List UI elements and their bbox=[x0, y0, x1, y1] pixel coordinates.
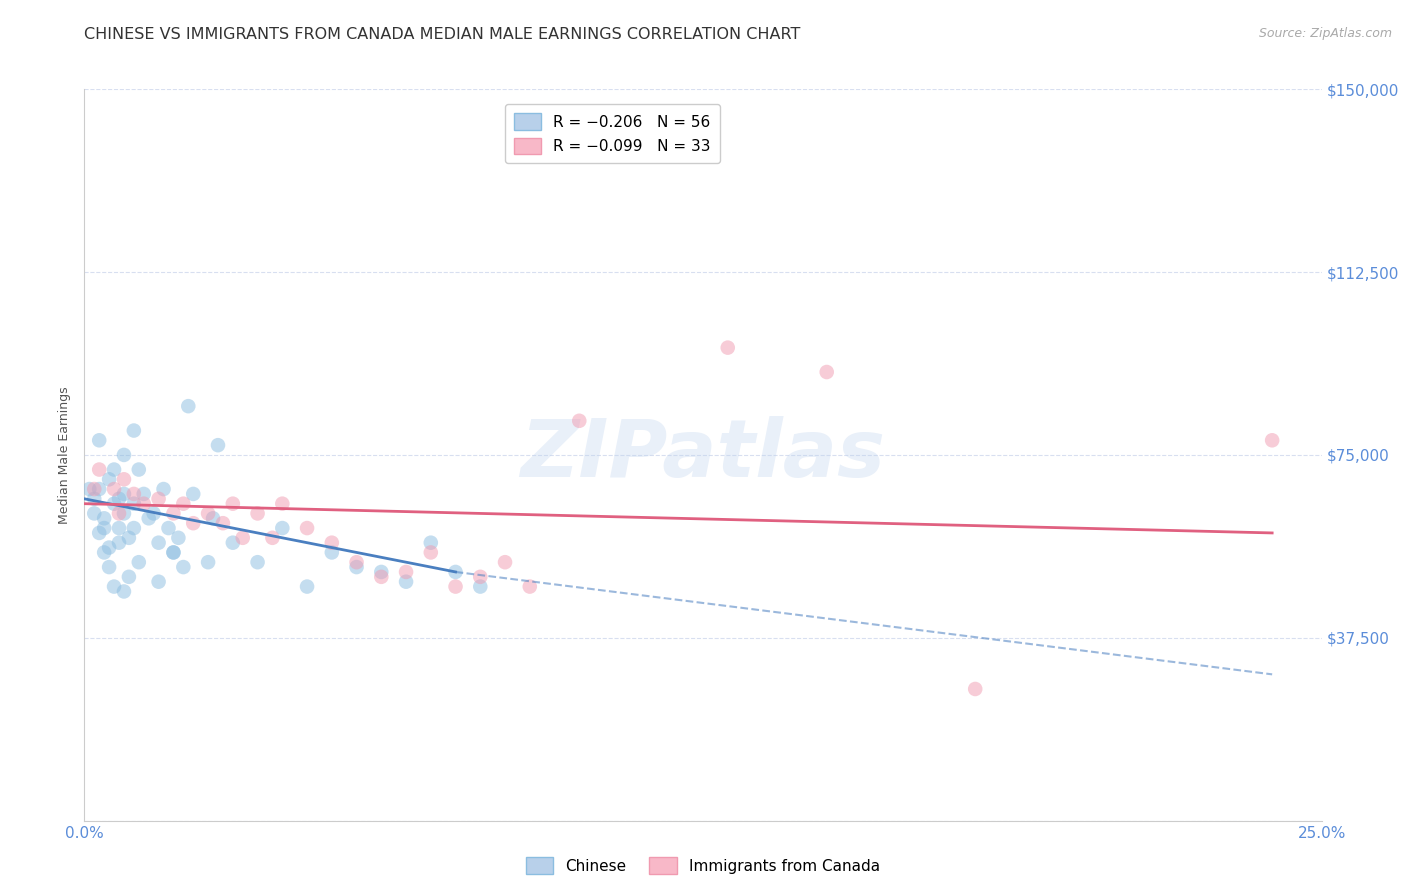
Point bbox=[444, 565, 467, 579]
Point bbox=[395, 565, 418, 579]
Point bbox=[128, 462, 150, 476]
Point bbox=[103, 482, 125, 496]
Legend: R = −0.206   N = 56, R = −0.099   N = 33: R = −0.206 N = 56, R = −0.099 N = 33 bbox=[505, 104, 720, 163]
Point bbox=[98, 472, 121, 486]
Point bbox=[89, 482, 111, 496]
Point bbox=[122, 521, 145, 535]
Point bbox=[98, 541, 121, 555]
Point bbox=[128, 555, 150, 569]
Point bbox=[122, 487, 145, 501]
Point bbox=[172, 560, 194, 574]
Point bbox=[444, 580, 467, 594]
Point bbox=[419, 545, 441, 559]
Point bbox=[162, 545, 184, 559]
Point bbox=[246, 555, 269, 569]
Point bbox=[142, 507, 165, 521]
Point bbox=[167, 531, 190, 545]
Point bbox=[197, 555, 219, 569]
Point bbox=[112, 472, 135, 486]
Point bbox=[202, 511, 225, 525]
Point bbox=[152, 482, 174, 496]
Text: Source: ZipAtlas.com: Source: ZipAtlas.com bbox=[1258, 27, 1392, 40]
Point bbox=[321, 545, 343, 559]
Point bbox=[83, 491, 105, 506]
Legend: Chinese, Immigrants from Canada: Chinese, Immigrants from Canada bbox=[520, 851, 886, 880]
Point bbox=[232, 531, 254, 545]
Point bbox=[108, 521, 131, 535]
Point bbox=[118, 531, 141, 545]
Point bbox=[79, 482, 101, 496]
Point bbox=[222, 535, 245, 549]
Point bbox=[717, 341, 740, 355]
Point bbox=[419, 535, 441, 549]
Point bbox=[103, 462, 125, 476]
Point bbox=[103, 497, 125, 511]
Point bbox=[148, 491, 170, 506]
Point bbox=[112, 448, 135, 462]
Point bbox=[395, 574, 418, 589]
Point bbox=[83, 507, 105, 521]
Point bbox=[108, 535, 131, 549]
Point bbox=[271, 521, 294, 535]
Point bbox=[370, 565, 392, 579]
Point bbox=[181, 487, 204, 501]
Point bbox=[346, 555, 368, 569]
Point bbox=[112, 487, 135, 501]
Point bbox=[1261, 434, 1284, 448]
Point bbox=[271, 497, 294, 511]
Point bbox=[112, 584, 135, 599]
Point bbox=[98, 560, 121, 574]
Point bbox=[83, 482, 105, 496]
Point bbox=[470, 580, 492, 594]
Point bbox=[470, 570, 492, 584]
Point bbox=[246, 507, 269, 521]
Point bbox=[207, 438, 229, 452]
Point bbox=[89, 525, 111, 540]
Point bbox=[965, 681, 987, 696]
Point bbox=[157, 521, 180, 535]
Point bbox=[321, 535, 343, 549]
Point bbox=[148, 574, 170, 589]
Point bbox=[93, 511, 115, 525]
Point bbox=[197, 507, 219, 521]
Point bbox=[162, 545, 184, 559]
Point bbox=[108, 491, 131, 506]
Point bbox=[370, 570, 392, 584]
Point bbox=[494, 555, 516, 569]
Point bbox=[89, 434, 111, 448]
Point bbox=[103, 580, 125, 594]
Point bbox=[162, 507, 184, 521]
Point bbox=[181, 516, 204, 531]
Point bbox=[815, 365, 838, 379]
Point bbox=[132, 487, 155, 501]
Point bbox=[212, 516, 235, 531]
Point bbox=[112, 507, 135, 521]
Point bbox=[262, 531, 284, 545]
Point bbox=[122, 424, 145, 438]
Point bbox=[568, 414, 591, 428]
Point bbox=[118, 570, 141, 584]
Y-axis label: Median Male Earnings: Median Male Earnings bbox=[58, 386, 72, 524]
Point bbox=[346, 560, 368, 574]
Point bbox=[138, 511, 160, 525]
Point bbox=[89, 462, 111, 476]
Point bbox=[519, 580, 541, 594]
Point bbox=[148, 535, 170, 549]
Text: CHINESE VS IMMIGRANTS FROM CANADA MEDIAN MALE EARNINGS CORRELATION CHART: CHINESE VS IMMIGRANTS FROM CANADA MEDIAN… bbox=[84, 27, 801, 42]
Point bbox=[295, 580, 318, 594]
Point bbox=[122, 497, 145, 511]
Point bbox=[177, 399, 200, 413]
Point bbox=[132, 497, 155, 511]
Point bbox=[295, 521, 318, 535]
Point bbox=[172, 497, 194, 511]
Point bbox=[93, 521, 115, 535]
Point bbox=[222, 497, 245, 511]
Text: ZIPatlas: ZIPatlas bbox=[520, 416, 886, 494]
Point bbox=[93, 545, 115, 559]
Point bbox=[108, 507, 131, 521]
